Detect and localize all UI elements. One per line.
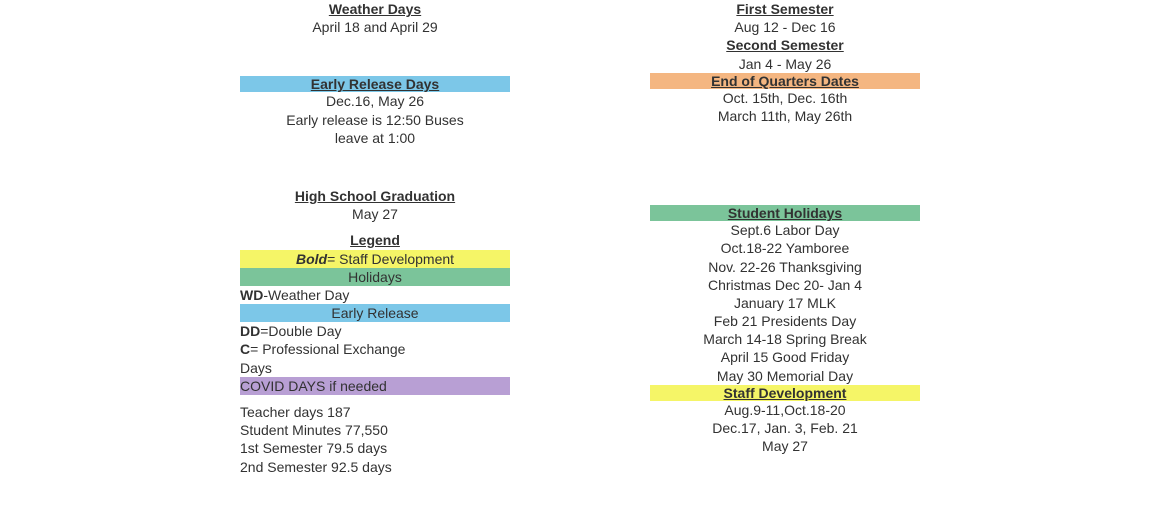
quarters-line2: March 11th, May 26th [650,107,920,125]
stats-sem2: 2nd Semester 92.5 days [240,458,510,476]
legend-weatherday: WD-Weather Day [240,286,510,304]
stats-sem1: 1st Semester 79.5 days [240,439,510,457]
student-holidays-l5: January 17 MLK [650,294,920,312]
student-holidays-l2: Oct.18-22 Yamboree [650,239,920,257]
legend-c-line2: Days [240,359,510,377]
early-release-line2: Early release is 12:50 Buses [240,111,510,129]
legend-earlyrelease: Early Release [240,304,510,322]
stats-studentminutes: Student Minutes 77,550 [240,421,510,439]
staff-dev-l1: Aug.9-11,Oct.18-20 [650,401,920,419]
stats-teacherdays: Teacher days 187 [240,403,510,421]
legend-c: C= Professional Exchange [240,340,510,358]
graduation-title: High School Graduation [240,187,510,205]
legend-holidays: Holidays [240,268,510,286]
quarters-line1: Oct. 15th, Dec. 16th [650,89,920,107]
student-holidays-l3: Nov. 22-26 Thanksgiving [650,258,920,276]
student-holidays-l6: Feb 21 Presidents Day [650,312,920,330]
staff-dev-l2: Dec.17, Jan. 3, Feb. 21 [650,419,920,437]
first-semester-title: First Semester [650,0,920,18]
second-semester-line1: Jan 4 - May 26 [650,55,920,73]
weather-days-line1: April 18 and April 29 [240,18,510,36]
early-release-title: Early Release Days [240,76,510,92]
right-column: First Semester Aug 12 - Dec 16 Second Se… [650,0,920,455]
second-semester-title: Second Semester [650,36,920,54]
legend-covid: COVID DAYS if needed [240,377,510,395]
staff-dev-l3: May 27 [650,437,920,455]
legend-staffdev-rest: = Staff Development [327,251,454,267]
first-semester-line1: Aug 12 - Dec 16 [650,18,920,36]
student-holidays-l1: Sept.6 Labor Day [650,221,920,239]
student-holidays-header-row: Student Holidays [650,205,920,221]
early-release-line3: leave at 1:00 [240,129,510,147]
student-holidays-l8: April 15 Good Friday [650,348,920,366]
quarters-header-row: End of Quarters Dates [650,73,920,89]
legend-staffdev-bold: Bold [296,251,327,267]
staff-dev-header-row: Staff Development [650,385,920,401]
quarters-title: End of Quarters Dates [650,73,920,89]
student-holidays-title: Student Holidays [650,205,920,221]
graduation-line1: May 27 [240,205,510,223]
legend-dd-bold: DD [240,323,260,339]
student-holidays-l9: May 30 Memorial Day [650,367,920,385]
legend-wd-rest: -Weather Day [263,287,349,303]
student-holidays-l4: Christmas Dec 20- Jan 4 [650,276,920,294]
legend-c-bold: C [240,341,250,357]
staff-dev-title: Staff Development [650,385,920,401]
legend-wd-bold: WD [240,287,263,303]
legend-dd: DD=Double Day [240,322,510,340]
weather-days-title: Weather Days [240,0,510,18]
early-release-header-row: Early Release Days [240,76,510,92]
legend-staffdev: Bold= Staff Development [240,250,510,268]
legend-c-rest: = Professional Exchange [250,341,405,357]
student-holidays-l7: March 14-18 Spring Break [650,330,920,348]
early-release-line1: Dec.16, May 26 [240,92,510,110]
legend-dd-rest: =Double Day [260,323,341,339]
legend-title: Legend [240,231,510,249]
left-column: Weather Days April 18 and April 29 Early… [240,0,510,476]
